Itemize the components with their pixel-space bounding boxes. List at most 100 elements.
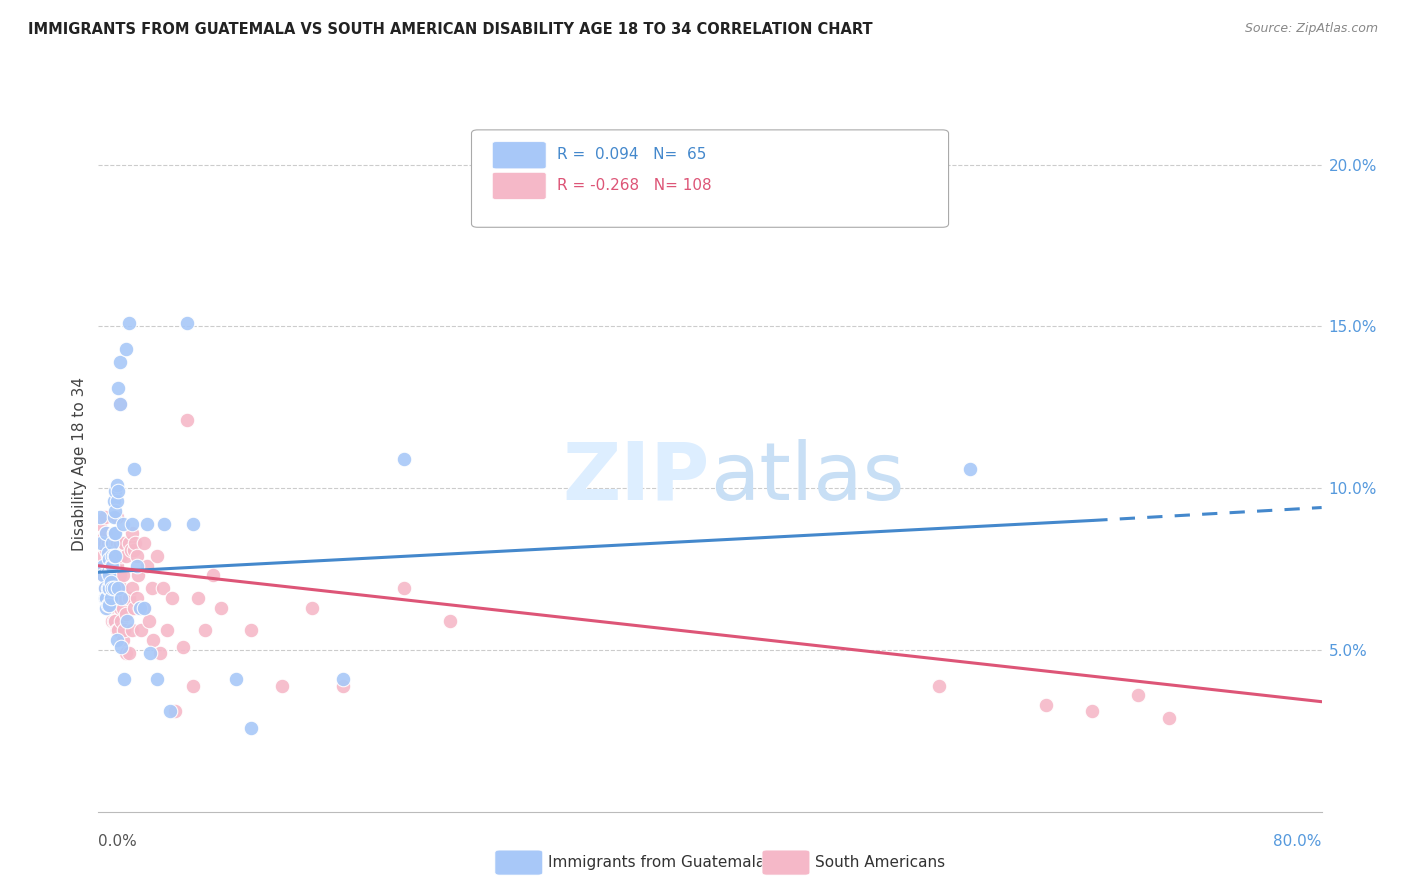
Point [152,582,174,596]
Point [104,558,127,573]
Point [98,542,121,557]
Point [1081,705,1104,719]
Point [121,526,143,541]
Point [160,591,183,606]
Point [97,582,120,596]
Point [91,568,114,582]
Point [959,461,981,475]
Point [101,582,124,596]
Point [94,542,117,557]
Point [110,614,132,628]
Point [89,510,111,524]
Point [110,549,132,563]
Point [202,568,225,582]
Point [136,558,159,573]
Point [105,536,128,550]
Point [100,591,122,606]
Point [90,536,112,550]
Point [103,614,125,628]
Point [1128,688,1150,702]
Point [91,549,114,563]
Point [159,705,181,719]
Point [110,640,132,654]
Point [1035,698,1057,712]
Point [93,510,115,524]
Point [181,516,204,531]
Point [240,721,263,735]
Point [122,600,145,615]
Point [90,533,112,547]
Point [141,582,163,596]
Point [104,504,127,518]
Point [98,552,121,566]
Point [153,516,176,531]
Point [94,526,117,541]
Point [125,558,148,573]
Point [93,536,115,550]
Point [97,566,120,580]
Text: 80.0%: 80.0% [1274,834,1322,849]
Point [101,549,124,563]
Point [118,316,141,330]
Point [111,633,134,648]
Text: IMMIGRANTS FROM GUATEMALA VS SOUTH AMERICAN DISABILITY AGE 18 TO 34 CORRELATION : IMMIGRANTS FROM GUATEMALA VS SOUTH AMERI… [28,22,873,37]
Text: R =  0.094   N=  65: R = 0.094 N= 65 [557,147,706,162]
Point [110,591,132,606]
Point [121,582,143,596]
Point [118,646,141,660]
FancyBboxPatch shape [492,172,546,200]
Point [93,582,115,596]
Y-axis label: Disability Age 18 to 34: Disability Age 18 to 34 [72,376,87,551]
Point [98,568,121,582]
Point [176,316,198,330]
Text: ZIP: ZIP [562,439,710,516]
Point [149,646,172,660]
Point [128,600,150,615]
Point [103,542,125,557]
Point [111,536,134,550]
Point [112,591,135,606]
Point [91,558,114,573]
Point [111,568,134,582]
Point [125,591,148,606]
Point [101,568,124,582]
Point [136,516,159,531]
Point [145,549,167,563]
Point [108,568,131,582]
Point [94,600,117,615]
Point [392,452,416,467]
Point [172,640,194,654]
Point [118,536,141,550]
Point [93,591,115,606]
Point [105,591,128,606]
Point [107,582,129,596]
Point [118,591,141,606]
Point [112,672,135,686]
Point [301,600,323,615]
Point [103,510,125,524]
Point [1157,711,1180,725]
Point [100,591,122,606]
Point [181,679,204,693]
Point [134,536,156,550]
Point [122,542,145,557]
Point [108,536,131,550]
Point [100,536,122,550]
Point [101,536,124,550]
Point [98,582,121,596]
Point [134,600,156,615]
Point [332,679,354,693]
Point [93,558,115,573]
Text: R = -0.268   N= 108: R = -0.268 N= 108 [557,178,711,193]
Point [176,413,198,427]
Point [104,536,127,550]
Point [104,484,127,499]
Point [332,672,354,686]
Point [145,672,167,686]
Point [97,546,120,560]
Point [107,484,129,499]
Point [122,461,145,475]
Point [94,591,117,606]
Point [98,558,121,573]
Point [103,591,125,606]
